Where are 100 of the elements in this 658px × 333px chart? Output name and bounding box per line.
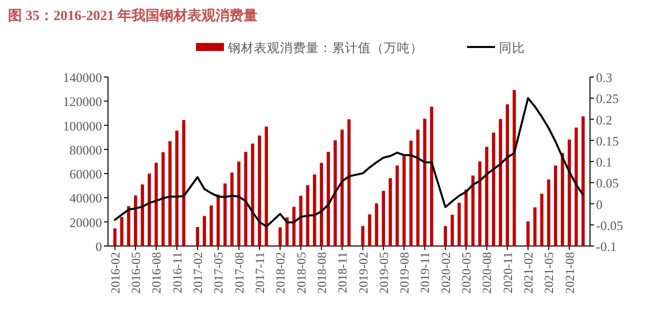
bar (582, 116, 585, 246)
bar (140, 184, 144, 246)
bar (127, 206, 130, 246)
bar (202, 216, 206, 246)
bar (223, 183, 227, 246)
chart-title: 图 35：2016-2021 年我国钢材表观消费量 (8, 8, 258, 24)
x-tick-label: 2017-08 (232, 252, 246, 294)
bar (210, 205, 213, 246)
bar (168, 141, 172, 246)
bar (312, 174, 316, 246)
bar (554, 165, 558, 246)
x-tick-label: 2017-11 (252, 252, 267, 294)
x-tick-label: 2016-08 (150, 252, 164, 294)
bar (216, 194, 220, 246)
x-tick-label: 2018-02 (274, 252, 288, 294)
bar (374, 203, 378, 246)
x-tick-label: 2019-05 (376, 252, 391, 294)
y2-tick-label: 0 (596, 196, 602, 212)
bar (540, 194, 544, 246)
bar (402, 154, 406, 246)
x-tick-label: 2020-08 (480, 252, 494, 294)
x-tick-label: 2019-02 (356, 252, 370, 294)
bar (396, 165, 399, 246)
bar (113, 228, 116, 246)
x-tick-label: 2019-11 (418, 252, 432, 294)
bar (278, 227, 282, 246)
bar (485, 146, 488, 246)
bar (533, 207, 537, 246)
bar (361, 226, 364, 246)
y2-tick-label: -0.05 (596, 218, 624, 233)
bar (458, 202, 461, 246)
bar (416, 130, 420, 246)
y2-tick-label: 0.2 (596, 112, 612, 128)
y2-tick-label: -0.1 (596, 239, 617, 254)
y-tick-label: 20000 (70, 214, 102, 230)
bar (574, 128, 578, 246)
bar (506, 104, 509, 246)
bar (120, 217, 124, 246)
bar (182, 120, 186, 246)
y-tick-label: 80000 (70, 142, 102, 158)
bar (388, 178, 392, 246)
x-tick-label: 2016-02 (108, 252, 122, 294)
bar (258, 136, 262, 246)
x-tick-label: 2018-08 (314, 252, 329, 294)
bar (334, 140, 337, 246)
bar (320, 162, 324, 246)
bar (498, 119, 502, 246)
bar (299, 196, 302, 246)
bar (512, 90, 516, 246)
bar (492, 132, 496, 246)
y-tick-label: 0 (96, 239, 102, 254)
bar (237, 162, 240, 246)
legend-label: 同比 (499, 41, 525, 55)
bar (230, 172, 234, 246)
bar (161, 152, 165, 246)
bar (264, 126, 268, 246)
x-tick-label: 2018-05 (294, 252, 308, 294)
bar (347, 119, 351, 246)
bar (326, 152, 330, 246)
x-tick-label: 2020-02 (438, 252, 453, 294)
x-tick-label: 2021-02 (522, 252, 536, 294)
legend-label: 钢材表观消费量：累计值（万吨） (227, 41, 423, 55)
y2-tick-label: 0.15 (596, 133, 619, 148)
bar (471, 176, 475, 246)
bar (409, 140, 413, 246)
bar (134, 195, 138, 246)
bar (430, 106, 434, 246)
x-tick-label: 2020-05 (460, 252, 474, 294)
bar (154, 162, 158, 246)
bar (251, 144, 254, 246)
bar (444, 226, 447, 246)
y2-tick-label: 0.1 (596, 154, 612, 170)
bar (368, 214, 372, 246)
bar (244, 152, 248, 246)
bar (148, 174, 151, 246)
bar (423, 118, 426, 246)
bar (478, 162, 482, 246)
bar (568, 140, 571, 246)
bar (464, 190, 468, 246)
bar (340, 130, 344, 246)
x-tick-label: 2021-08 (562, 252, 577, 294)
bar (450, 214, 454, 246)
y-tick-label: 40000 (70, 190, 102, 206)
bar (382, 190, 386, 246)
bar (547, 179, 550, 246)
x-tick-label: 2016-05 (129, 252, 144, 294)
x-tick-label: 2017-02 (191, 252, 206, 294)
y-tick-label: 140000 (63, 70, 102, 85)
y2-tick-label: 0.3 (596, 70, 612, 85)
y-tick-label: 100000 (63, 118, 102, 134)
bar (175, 130, 178, 246)
y-tick-label: 60000 (70, 166, 102, 182)
x-tick-label: 2018-11 (336, 252, 350, 294)
x-tick-label: 2021-05 (542, 252, 556, 294)
x-tick-label: 2020-11 (500, 252, 515, 294)
bar (306, 185, 310, 246)
bar (196, 227, 200, 246)
x-tick-label: 2017-05 (212, 252, 226, 294)
y2-tick-label: 0.05 (596, 176, 619, 191)
x-tick-label: 2019-08 (398, 252, 412, 294)
